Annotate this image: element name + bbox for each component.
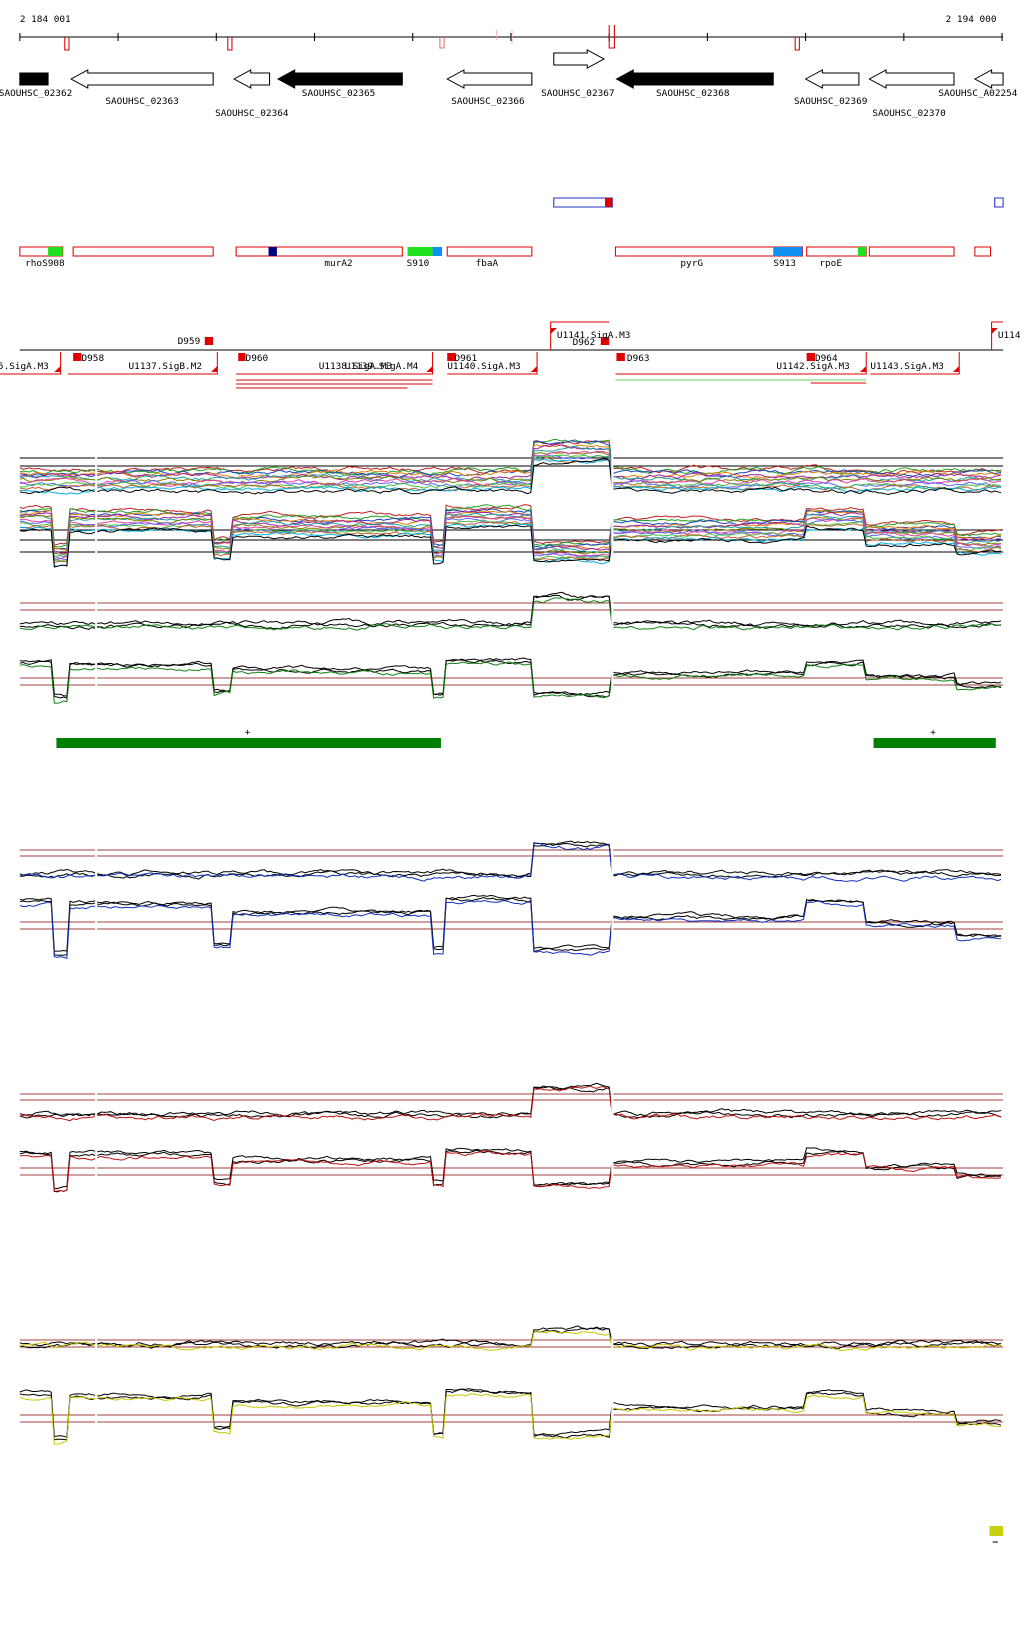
gene-label: SAOUHSC_02364 bbox=[215, 108, 289, 119]
regulation-label: D961 bbox=[455, 353, 478, 364]
profile-line bbox=[19, 1085, 1002, 1122]
segment-bar bbox=[56, 738, 441, 748]
regulation-label: D959 bbox=[178, 336, 201, 347]
profile-line bbox=[19, 509, 1002, 552]
profile-line bbox=[19, 657, 1002, 697]
regulation-label: D958 bbox=[82, 353, 105, 364]
profile-line bbox=[19, 508, 1002, 551]
regulation-label: U1137.SigB.M2 bbox=[129, 361, 202, 372]
profile-line bbox=[19, 597, 1002, 631]
gene-label: SAOUHSC_02365 bbox=[302, 88, 375, 99]
regulation-label: 5.SigA.M3 bbox=[0, 361, 49, 372]
regulation-label: D962 bbox=[573, 337, 596, 348]
feature-label: S913 bbox=[773, 258, 796, 269]
segment-label: + bbox=[245, 727, 251, 738]
regulation-label: U114 bbox=[998, 330, 1021, 341]
profile-line bbox=[19, 1388, 1002, 1441]
profile-line bbox=[19, 1388, 1002, 1438]
profile-line bbox=[19, 661, 1002, 704]
profile-line bbox=[19, 896, 1002, 956]
regulation-label: D963 bbox=[627, 353, 650, 364]
regulation-label: U1139.SigA.M4 bbox=[345, 361, 419, 372]
profile-line bbox=[19, 1150, 1002, 1192]
feature-label: murA2 bbox=[324, 258, 352, 269]
regulation-label: D964 bbox=[815, 353, 838, 364]
profile-line bbox=[19, 524, 1002, 568]
gene-label: SAOUHSC_02369 bbox=[794, 96, 867, 107]
regulation-label: U1142.SigA.M3 bbox=[776, 361, 849, 372]
regulation-label: U1143.SigA.M3 bbox=[870, 361, 943, 372]
profile-line bbox=[19, 1149, 1002, 1193]
gene-label: SAOUHSC_02368 bbox=[656, 88, 729, 99]
regulation-brackets bbox=[0, 321, 1004, 389]
profile-line bbox=[19, 842, 1002, 878]
feature-label: pyrG bbox=[680, 258, 703, 269]
profile-line bbox=[19, 1330, 1002, 1352]
profile-line bbox=[19, 1327, 1002, 1350]
legend-swatch bbox=[989, 1526, 1004, 1536]
gene-label: SAOUHSC_02362 bbox=[0, 88, 72, 99]
gene-label: SAOUHSC_02367 bbox=[541, 88, 614, 99]
profile-line bbox=[19, 1393, 1002, 1445]
ruler-marks bbox=[64, 25, 800, 51]
profile-line bbox=[19, 450, 1002, 487]
feature-label: rpoE bbox=[819, 258, 842, 269]
profile-line bbox=[19, 517, 1002, 561]
profile-line bbox=[19, 454, 1002, 489]
feature-label: fbaA bbox=[476, 258, 499, 269]
gene-label: SAOUHSC_A02254 bbox=[938, 88, 1018, 99]
profile-line bbox=[19, 842, 1002, 882]
profile-line bbox=[19, 445, 1002, 483]
profile-line bbox=[19, 899, 1002, 959]
regulation-label: U1138.SigA.M3 bbox=[319, 361, 392, 372]
gene-arrows bbox=[19, 49, 1004, 89]
segment-label: + bbox=[930, 727, 936, 738]
feature-boxes bbox=[19, 197, 1004, 257]
regulation-label: D960 bbox=[246, 353, 269, 364]
profile-line bbox=[19, 504, 1002, 546]
profile-line bbox=[19, 520, 1002, 564]
expression-tracks bbox=[19, 438, 1004, 1460]
feature-label: S910 bbox=[407, 258, 430, 269]
profile-line bbox=[19, 1085, 1002, 1119]
gene-label: SAOUHSC_02370 bbox=[872, 108, 945, 119]
regulation-label: U1140.SigA.M3 bbox=[447, 361, 520, 372]
ruler-start: 2 184 001 bbox=[20, 14, 71, 25]
segment-bar bbox=[873, 738, 996, 748]
profile-line bbox=[19, 510, 1002, 554]
profile-line bbox=[19, 458, 1002, 495]
feature-label: rhoS908 bbox=[25, 258, 65, 269]
profile-line bbox=[19, 454, 1002, 491]
ruler-end: 2 194 000 bbox=[946, 14, 997, 25]
regulation-label: U1141.SigA.M3 bbox=[557, 330, 630, 341]
profile-line bbox=[19, 458, 1002, 496]
profile-line bbox=[19, 440, 1002, 478]
profile-line bbox=[19, 438, 1002, 476]
profile-line bbox=[19, 1082, 1002, 1118]
profile-line bbox=[19, 658, 1002, 700]
profile-line bbox=[19, 1147, 1002, 1190]
profile-line bbox=[19, 451, 1002, 486]
gene-label: SAOUHSC_02366 bbox=[451, 96, 524, 107]
ruler-ticks bbox=[19, 33, 1003, 41]
gene-label: SAOUHSC_02363 bbox=[105, 96, 178, 107]
